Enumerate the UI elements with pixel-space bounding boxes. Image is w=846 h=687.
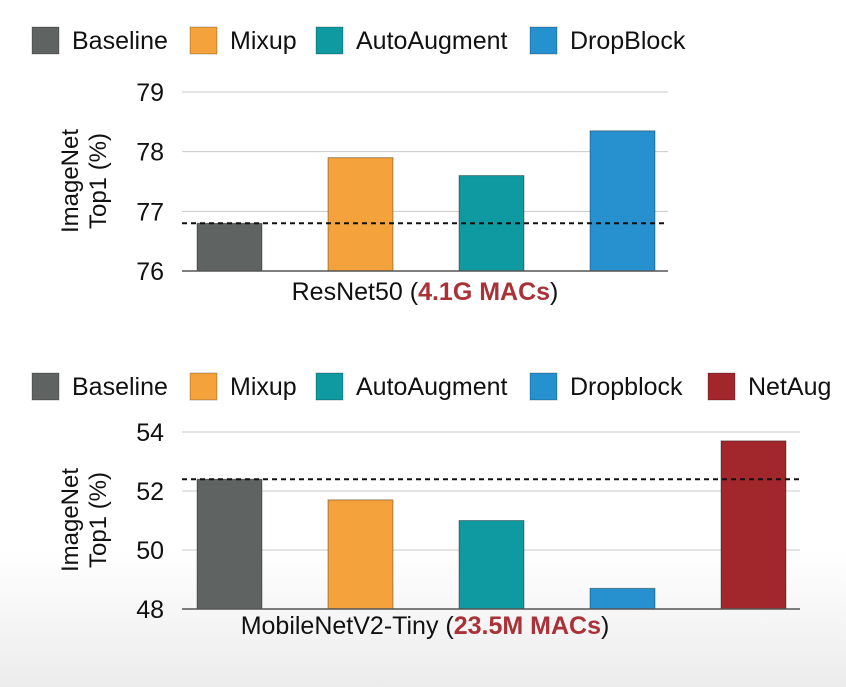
legend-label: DropBlock xyxy=(570,27,686,55)
chart-caption: MobileNetV2-Tiny (23.5M MACs) xyxy=(241,612,610,640)
legend-swatch xyxy=(189,26,218,55)
caption-close: ) xyxy=(550,278,558,306)
chart-caption: ResNet50 (4.1G MACs) xyxy=(292,278,559,306)
y-tick-label: 78 xyxy=(136,139,164,167)
y-axis-label: ImageNetTop1 (%) xyxy=(57,468,112,572)
y-tick-label: 77 xyxy=(136,198,164,226)
bar-mixup xyxy=(327,157,394,272)
y-axis-label: ImageNetTop1 (%) xyxy=(57,129,112,233)
legend: Baseline Mixup AutoAugment DropBlock xyxy=(31,26,686,55)
legend-label: AutoAugment xyxy=(356,27,508,55)
caption-macs: 4.1G MACs xyxy=(418,278,550,306)
y-axis-label-line: Top1 (%) xyxy=(85,133,112,229)
y-axis-label-line: ImageNet xyxy=(57,468,84,572)
legend-swatch xyxy=(529,26,558,55)
bar-baseline xyxy=(196,478,263,610)
legend-label: NetAug xyxy=(748,373,831,401)
y-tick-label: 48 xyxy=(136,596,164,624)
caption-model: ResNet50 ( xyxy=(292,278,419,306)
legend-label: Baseline xyxy=(72,27,168,55)
chart-1: Baseline Mixup AutoAugment DropBlock 76 77 78 7… xyxy=(31,26,686,306)
y-tick-label: 79 xyxy=(136,79,164,107)
bar-autoaugment xyxy=(458,520,525,610)
legend-label: Mixup xyxy=(230,373,297,401)
caption-close: ) xyxy=(601,612,609,640)
y-tick-label: 52 xyxy=(136,478,164,506)
chart-2: Baseline Mixup AutoAugment Dropblock NetAug 4… xyxy=(31,372,831,640)
bar-dropblock xyxy=(589,130,656,272)
legend-label: AutoAugment xyxy=(356,373,508,401)
y-tick-label: 50 xyxy=(136,537,164,565)
legend-swatch xyxy=(707,372,736,401)
legend-swatch xyxy=(31,372,60,401)
legend-label: Baseline xyxy=(72,373,168,401)
legend-swatch xyxy=(529,372,558,401)
bar-mixup xyxy=(327,499,394,610)
legend-swatch xyxy=(315,26,344,55)
caption-macs: 23.5M MACs xyxy=(454,612,601,640)
legend: Baseline Mixup AutoAugment Dropblock NetAug xyxy=(31,372,831,401)
legend-swatch xyxy=(315,372,344,401)
y-axis-label-line: Top1 (%) xyxy=(85,472,112,568)
legend-label: Mixup xyxy=(230,27,297,55)
bar-netaug xyxy=(720,440,787,610)
legend-swatch xyxy=(31,26,60,55)
legend-swatch xyxy=(189,372,218,401)
legend-label: Dropblock xyxy=(570,373,683,401)
y-axis-label-line: ImageNet xyxy=(57,129,84,233)
bar-baseline xyxy=(196,222,263,272)
caption-model: MobileNetV2-Tiny ( xyxy=(241,612,455,640)
y-tick-label: 54 xyxy=(136,419,164,447)
y-tick-label: 76 xyxy=(136,258,164,286)
bar-dropblock xyxy=(589,587,656,610)
